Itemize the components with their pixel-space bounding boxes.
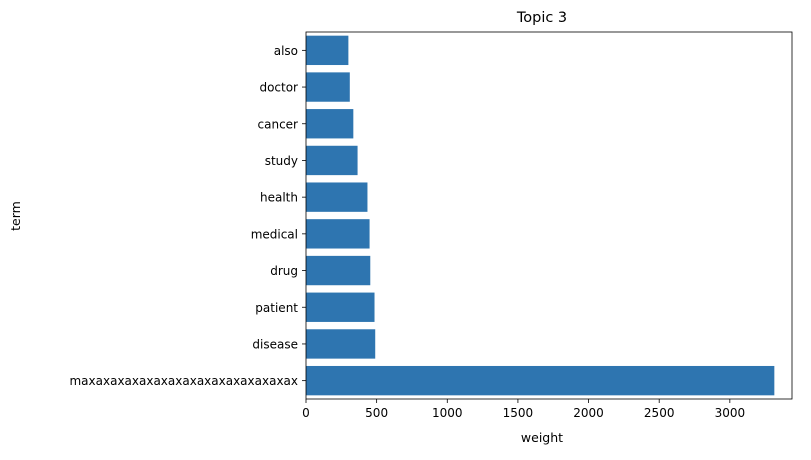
y-tick-label: study bbox=[265, 154, 298, 168]
y-tick-label: cancer bbox=[258, 117, 299, 131]
y-tick-label: medical bbox=[251, 227, 298, 241]
bar-medical bbox=[306, 219, 370, 249]
y-tick-label: health bbox=[260, 191, 298, 205]
x-axis-label: weight bbox=[521, 430, 563, 445]
bar-drug bbox=[306, 255, 371, 286]
y-tick-label: patient bbox=[255, 301, 298, 315]
x-tick-label: 0 bbox=[302, 406, 310, 420]
x-tick-label: 1000 bbox=[432, 406, 463, 420]
x-tick-label: 1500 bbox=[503, 406, 534, 420]
bar-cancer bbox=[306, 109, 354, 139]
plot-frame bbox=[305, 31, 793, 400]
x-tick-label: 500 bbox=[365, 406, 388, 420]
ticks-layer: also doctor cancer study health medical drug pa… bbox=[69, 44, 745, 420]
y-tick-label: drug bbox=[270, 264, 298, 278]
x-tick-label: 3000 bbox=[715, 406, 746, 420]
bar-patient bbox=[306, 292, 375, 322]
y-axis-label: term bbox=[8, 201, 23, 231]
x-tick-label: 2500 bbox=[644, 406, 675, 420]
y-tick-label: disease bbox=[252, 337, 298, 351]
bar-health bbox=[306, 182, 368, 212]
chart-title: Topic 3 bbox=[516, 10, 567, 26]
axes-layer bbox=[305, 31, 793, 400]
bars-layer bbox=[306, 35, 775, 396]
x-tick-label: 2000 bbox=[573, 406, 604, 420]
y-tick-label: also bbox=[274, 44, 298, 58]
y-tick-label: maxaxaxaxaxaxaxaxaxaxaxaxaxaxax bbox=[69, 374, 298, 388]
bar-disease bbox=[306, 329, 376, 359]
y-tick-label: doctor bbox=[259, 81, 298, 95]
bar-doctor bbox=[306, 72, 350, 102]
bar-maxaxaxaxaxaxaxaxaxaxaxaxaxaxax bbox=[306, 365, 775, 396]
bar-also bbox=[306, 35, 349, 66]
bar-study bbox=[306, 145, 358, 176]
